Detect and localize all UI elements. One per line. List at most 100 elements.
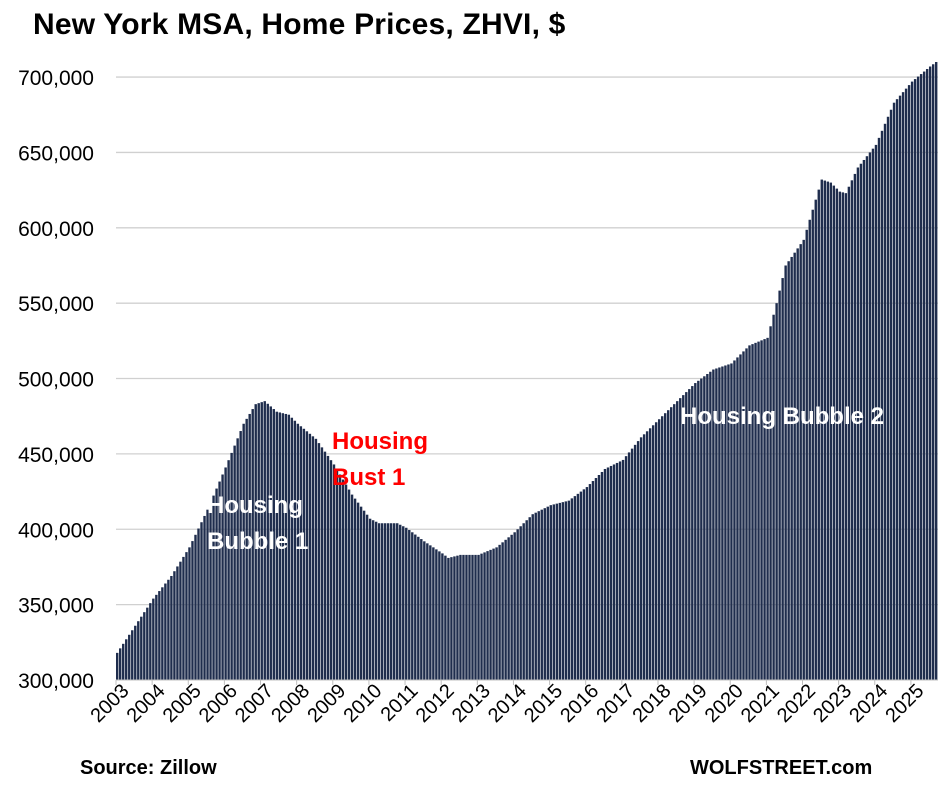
bar	[579, 491, 583, 680]
bar	[206, 509, 209, 680]
bar	[215, 488, 218, 680]
bar	[317, 443, 321, 680]
bar	[131, 630, 134, 680]
x-tick-label: 2019	[665, 680, 712, 727]
bar	[429, 545, 432, 680]
bar	[823, 180, 826, 680]
bar	[582, 489, 586, 680]
bar	[308, 433, 312, 680]
bar	[660, 416, 664, 680]
bar	[790, 256, 793, 680]
bar	[245, 418, 248, 680]
annotations: Housing Bubble 1 Housing Bust 1 Housing Bubb…	[207, 403, 884, 555]
bar	[486, 551, 489, 680]
bar	[558, 502, 562, 680]
bar	[667, 410, 670, 680]
bar	[615, 462, 619, 680]
bar	[817, 189, 820, 680]
bar	[928, 66, 932, 680]
bar	[164, 583, 167, 680]
bar	[826, 181, 829, 680]
x-tick-label: 2010	[339, 680, 386, 727]
bar	[829, 182, 833, 680]
bar	[423, 541, 426, 680]
bar	[567, 500, 571, 680]
bar	[516, 529, 519, 680]
bar	[326, 455, 330, 680]
x-tick-label: 2008	[267, 680, 314, 727]
y-tick-label: 650,000	[18, 142, 94, 165]
bar	[143, 612, 146, 680]
bar	[209, 502, 212, 680]
bar	[359, 506, 363, 680]
bar	[140, 616, 143, 680]
bar	[733, 360, 736, 680]
bar	[188, 547, 191, 680]
x-tick-label: 2016	[556, 680, 603, 727]
bar	[137, 621, 140, 680]
bar	[272, 409, 275, 680]
y-tick-label: 600,000	[18, 218, 94, 241]
bar	[203, 515, 206, 680]
bar	[414, 534, 417, 680]
bar	[200, 522, 203, 680]
x-tick-label: 2015	[520, 680, 567, 727]
x-tick-label: 2006	[195, 680, 242, 727]
bar	[763, 339, 766, 680]
bar	[420, 539, 423, 680]
bar	[167, 579, 170, 680]
bar	[335, 469, 339, 680]
bar	[787, 261, 790, 680]
bar	[682, 395, 685, 680]
bar	[673, 404, 676, 680]
bar	[657, 419, 661, 680]
bar	[898, 95, 902, 680]
bar	[194, 534, 197, 680]
bar	[134, 625, 137, 680]
bar	[618, 461, 622, 680]
bar	[904, 88, 908, 680]
bar	[477, 554, 480, 680]
annotation-bust1: Bust 1	[332, 464, 405, 491]
bar	[880, 130, 884, 680]
bar	[465, 554, 468, 680]
bar	[600, 471, 604, 680]
bar	[393, 523, 396, 680]
bar	[504, 539, 507, 680]
bar	[230, 452, 233, 680]
x-tick-label: 2020	[701, 680, 748, 727]
bar	[221, 474, 224, 680]
bar	[218, 481, 221, 680]
bar	[664, 413, 667, 680]
bar	[227, 460, 230, 680]
bar	[892, 102, 896, 680]
x-tick-label: 2018	[628, 680, 675, 727]
bar	[438, 551, 441, 680]
bar	[651, 425, 655, 680]
bar	[549, 505, 552, 680]
bar	[748, 345, 751, 680]
bar	[712, 369, 715, 680]
bar	[374, 521, 378, 680]
bar	[793, 252, 796, 680]
bar	[513, 532, 516, 680]
bar	[591, 481, 595, 680]
bar	[697, 380, 700, 680]
bar	[844, 193, 848, 680]
bar	[796, 248, 799, 680]
y-tick-label: 350,000	[18, 595, 94, 618]
bar	[555, 503, 559, 680]
bar	[338, 474, 342, 680]
bar	[754, 342, 757, 680]
bar	[320, 447, 324, 680]
bar	[739, 354, 742, 680]
y-tick-label: 300,000	[18, 670, 94, 693]
bar	[874, 144, 878, 680]
bar	[730, 363, 733, 680]
bar	[709, 371, 712, 680]
bar	[895, 99, 899, 681]
bar	[670, 407, 673, 680]
bar	[525, 520, 528, 680]
bar	[257, 403, 260, 680]
